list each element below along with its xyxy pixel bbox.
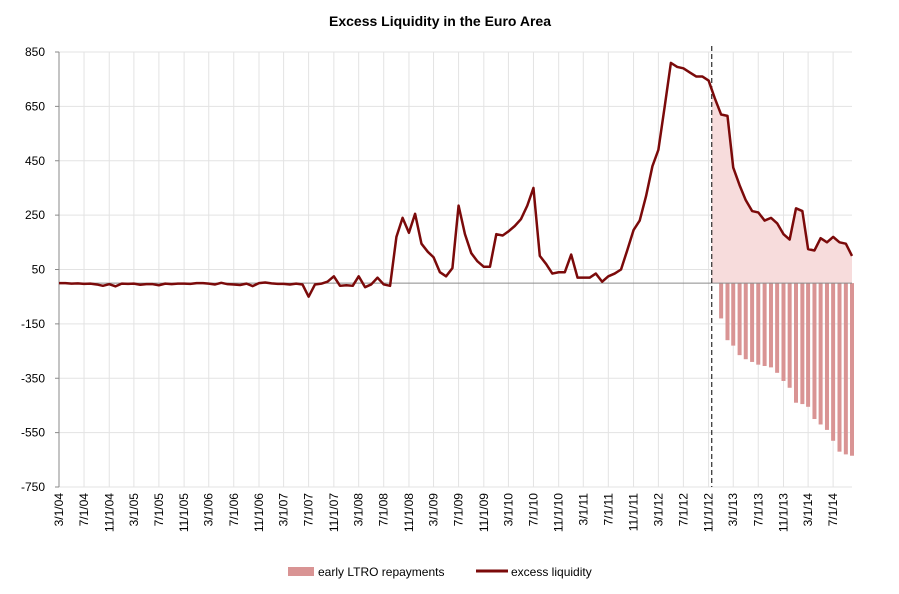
- x-tick-label: 3/1/11: [576, 493, 590, 526]
- ltro-repayment-bar: [831, 283, 836, 441]
- x-tick-label: 11/1/12: [702, 493, 716, 532]
- x-tick-label: 11/1/13: [776, 493, 790, 532]
- legend-label-ltro: early LTRO repayments: [318, 565, 445, 579]
- ltro-repayment-bar: [781, 283, 786, 381]
- x-tick-label: 7/1/14: [826, 493, 840, 527]
- x-tick-label: 7/1/13: [751, 493, 765, 527]
- ltro-repayment-bar: [743, 283, 748, 360]
- excess-liquidity-area: [711, 98, 852, 284]
- ltro-repayment-bar: [750, 283, 755, 362]
- x-tick-label: 7/1/07: [302, 493, 316, 527]
- x-tick-label: 3/1/12: [651, 493, 665, 527]
- excess-liquidity-fill: [711, 98, 852, 284]
- ltro-repayment-bar: [843, 283, 848, 455]
- x-tick-label: 3/1/09: [427, 493, 441, 527]
- x-tick-label: 7/1/04: [77, 493, 91, 527]
- y-tick-label: 850: [25, 45, 45, 59]
- ltro-repayment-bar: [756, 283, 761, 365]
- ltro-repayment-bar: [800, 283, 805, 405]
- ltro-repayment-bar: [725, 283, 730, 341]
- x-tick-label: 7/1/08: [377, 493, 391, 527]
- x-tick-label: 11/1/09: [477, 493, 491, 532]
- ltro-repayment-bar: [775, 283, 780, 373]
- ltro-repayment-bar: [719, 283, 724, 319]
- x-tick-label: 3/1/04: [52, 493, 66, 527]
- chart-title: Excess Liquidity in the Euro Area: [329, 13, 551, 29]
- y-tick-label: 450: [25, 154, 45, 168]
- ltro-repayment-bar: [824, 283, 829, 430]
- legend: early LTRO repayments excess liquidity: [288, 565, 592, 579]
- y-tick-label: -150: [21, 317, 45, 331]
- x-tick-label: 11/1/07: [327, 493, 341, 532]
- y-tick-label: -550: [21, 426, 45, 440]
- ltro-repayment-bar: [787, 283, 792, 388]
- x-tick-label: 11/1/10: [552, 493, 566, 532]
- ltro-repayment-bar: [837, 283, 842, 452]
- ltro-repayment-bar: [731, 283, 736, 346]
- y-tick-label: 50: [32, 263, 46, 277]
- x-tick-label: 7/1/11: [601, 493, 615, 526]
- y-tick-label: -350: [21, 371, 45, 385]
- ltro-repayment-bar: [762, 283, 767, 367]
- x-axis-ticks: 3/1/04 7/1/04 11/1/04 3/1/05 7/1/05 11/1/05 3/…: [52, 493, 840, 532]
- x-tick-label: 3/1/13: [726, 493, 740, 527]
- ltro-repayment-bar: [850, 283, 854, 456]
- x-tick-label: 11/1/11: [627, 493, 641, 532]
- x-tick-label: 3/1/08: [352, 493, 366, 527]
- x-tick-label: 3/1/06: [202, 493, 216, 527]
- x-tick-label: 11/1/04: [102, 493, 116, 532]
- ltro-repayment-bar: [737, 283, 742, 356]
- excess-liquidity-line: [59, 61, 854, 298]
- x-tick-label: 7/1/12: [676, 493, 690, 527]
- y-tick-label: 650: [25, 99, 45, 113]
- x-tick-label: 7/1/06: [227, 493, 241, 527]
- x-tick-label: 11/1/06: [252, 493, 266, 532]
- legend-swatch-ltro: [288, 567, 314, 576]
- ltro-repayment-bar: [818, 283, 823, 425]
- x-tick-label: 7/1/09: [452, 493, 466, 527]
- x-tick-label: 11/1/05: [177, 493, 191, 532]
- x-tick-label: 3/1/05: [127, 493, 141, 527]
- x-tick-label: 3/1/07: [277, 493, 291, 527]
- y-tick-label: -750: [21, 480, 45, 494]
- legend-label-excess: excess liquidity: [511, 565, 592, 579]
- x-tick-label: 3/1/14: [801, 493, 815, 527]
- excess-liquidity-line-group: [59, 61, 854, 298]
- x-tick-label: 7/1/10: [526, 493, 540, 527]
- y-tick-label: 250: [25, 208, 45, 222]
- y-axis-ticks: 850 650 450 250 50 -150 -350 -550 -750: [21, 45, 45, 494]
- gridlines: [58, 51, 852, 488]
- early-ltro-repayment-bars: [719, 283, 854, 456]
- ltro-repayment-bar: [806, 283, 811, 407]
- ltro-repayment-bar: [768, 283, 773, 368]
- ltro-repayment-bar: [812, 283, 817, 420]
- x-tick-label: 3/1/10: [501, 493, 515, 527]
- ltro-repayment-bar: [794, 283, 799, 403]
- x-tick-label: 7/1/05: [152, 493, 166, 527]
- x-tick-label: 11/1/08: [402, 493, 416, 532]
